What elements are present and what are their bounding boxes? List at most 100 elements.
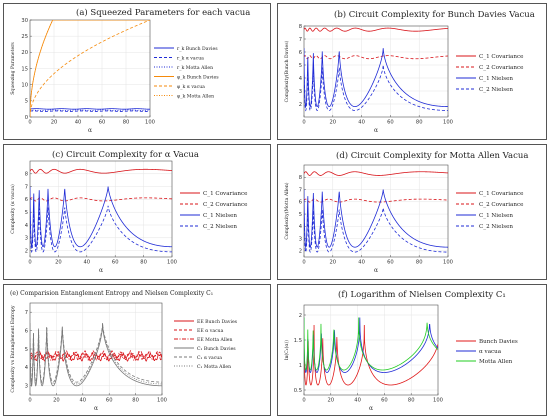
chart-panel-e: (e) Comparision Entanglement Entropy and… <box>3 284 271 416</box>
x-tick-label: 20 <box>329 260 336 266</box>
series-line-a-1 <box>30 110 150 112</box>
legend-label: C₁ Motta Allen <box>197 364 231 370</box>
y-tick-label: 5 <box>25 99 28 105</box>
chart-d: (d) Circuit Complexity for Motta Allen V… <box>283 150 528 274</box>
y-tick-label: 7 <box>25 310 28 316</box>
legend-label: C_2 Covariance <box>479 65 524 71</box>
legend-label: C_2 Nielsen <box>479 224 513 230</box>
y-tick-label: 2 <box>25 248 28 254</box>
plot-frame <box>303 164 449 258</box>
legend-label: C_1 Nielsen <box>479 213 513 219</box>
chart-title: (c) Circuit Complexity for α Vacua <box>52 149 199 160</box>
y-tick-label: 5 <box>299 212 302 218</box>
x-tick-label: 80 <box>123 120 130 126</box>
chart-title: (f) Logarithm of Nielsen Complexity C₁ <box>338 289 506 300</box>
series-line-f-2 <box>304 317 438 371</box>
series-line-c-3 <box>30 205 172 253</box>
series-line-a-3 <box>30 20 150 117</box>
y-tick-label: 0 <box>25 115 28 121</box>
x-tick-label: 40 <box>358 260 365 266</box>
y-tick-label: 6 <box>299 200 302 206</box>
series-line-c-0 <box>30 168 172 174</box>
y-tick-label: 3 <box>299 89 302 95</box>
y-axis-label: Complexity (α vacua) <box>9 184 16 234</box>
x-tick-label: 60 <box>106 398 113 404</box>
y-tick-label: 8 <box>299 175 302 181</box>
y-axis-label: Complexity vs Entanglement Entropy <box>10 305 16 393</box>
chart-panel-d: (d) Circuit Complexity for Motta Allen V… <box>277 144 547 280</box>
series-line-b-0 <box>304 27 448 32</box>
chart-panel-f: (f) Logarithm of Nielsen Complexity C₁ 0 2… <box>277 284 547 416</box>
x-tick-label: 100 <box>145 120 155 126</box>
legend-label: C_1 Covariance <box>479 54 524 60</box>
y-tick-label: 30 <box>21 18 28 24</box>
x-tick-label: 0 <box>28 120 31 126</box>
legend-label: EE Bunch Davies <box>197 319 238 325</box>
series-line-d-1 <box>304 198 448 203</box>
x-axis-label: α <box>88 127 92 134</box>
y-tick-label: 4 <box>25 223 29 229</box>
x-tick-label: 100 <box>433 398 443 404</box>
legend-label: C_1 Covariance <box>479 191 524 197</box>
x-tick-label: 20 <box>51 120 58 126</box>
legend-label: r_k Motta Allen <box>177 65 213 71</box>
x-tick-label: 0 <box>302 120 305 126</box>
x-tick-label: 40 <box>75 120 82 126</box>
legend-label: EE Motta Allen <box>197 337 233 343</box>
x-tick-label: 60 <box>99 120 106 126</box>
series-group <box>304 27 448 112</box>
series-line-a-0 <box>30 108 150 110</box>
legend-label: C_2 Nielsen <box>203 224 237 230</box>
chart-title: (b) Circuit Complexity for Bunch Davies … <box>334 9 535 20</box>
series-group <box>30 168 172 253</box>
x-tick-label: 0 <box>302 398 305 404</box>
x-axis-label: α <box>94 405 98 412</box>
series-line-d-0 <box>304 171 448 176</box>
y-tick-label: 0.5 <box>294 388 302 394</box>
x-tick-label: 20 <box>329 120 336 126</box>
chart-title: (a) Squeezed Parameters for each vacua <box>76 7 250 18</box>
x-tick-label: 40 <box>354 398 361 404</box>
legend-label: EE α vacua <box>197 328 224 334</box>
x-tick-label: 20 <box>55 260 62 266</box>
chart-e: (e) Comparision Entanglement Entropy and… <box>10 290 238 412</box>
y-tick-label: 8 <box>299 24 302 30</box>
series-line-d-2 <box>304 189 448 249</box>
chart-title: (d) Circuit Complexity for Motta Allen V… <box>336 150 528 161</box>
legend-label: Motta Allen <box>479 359 513 365</box>
y-tick-label: 5 <box>25 347 28 353</box>
chart-panel-a: (a) Squeezed Parameters for each vacua 0 2… <box>3 3 271 140</box>
y-tick-label: 4 <box>25 365 29 371</box>
legend-label: C_2 Nielsen <box>479 87 513 93</box>
y-tick-label: 7 <box>299 187 302 193</box>
y-tick-label: 2 <box>299 249 302 255</box>
x-tick-label: 40 <box>358 120 365 126</box>
x-axis-label: α <box>374 267 378 274</box>
series-group <box>304 171 448 254</box>
legend-label: φ_k Motta Allen <box>177 94 214 100</box>
chart-b: (b) Circuit Complexity for Bunch Davies … <box>283 9 535 134</box>
chart-title: (e) Comparision Entanglement Entropy and… <box>10 290 213 297</box>
series-line-b-2 <box>304 48 448 108</box>
y-tick-label: 2 <box>299 102 302 108</box>
series-line-f-0 <box>304 324 438 386</box>
legend-label: C_1 Nielsen <box>479 76 513 82</box>
legend-label: φ_k Bunch Davies <box>177 75 219 81</box>
x-tick-label: 100 <box>157 398 167 404</box>
y-axis-label: Complexity(Bunch Davies) <box>283 40 290 102</box>
chart-panel-b: (b) Circuit Complexity for Bunch Davies … <box>277 3 547 140</box>
y-tick-label: 3 <box>25 384 28 390</box>
y-tick-label: 5 <box>299 63 302 69</box>
series-line-c-2 <box>30 186 172 249</box>
y-tick-label: 10 <box>21 82 28 88</box>
x-tick-label: 80 <box>132 398 139 404</box>
y-tick-label: 5 <box>25 210 28 216</box>
series-group <box>30 323 162 387</box>
y-tick-label: 6 <box>25 328 28 334</box>
legend-label: C_2 Covariance <box>479 202 524 208</box>
y-axis-label: ln(C₁(α)) <box>283 340 290 360</box>
series-line-e-3 <box>30 323 162 387</box>
x-tick-label: 0 <box>28 398 31 404</box>
chart-panel-c: (c) Circuit Complexity for α Vacua 0 20 40 6… <box>3 144 271 280</box>
x-axis-label: α <box>99 267 103 274</box>
